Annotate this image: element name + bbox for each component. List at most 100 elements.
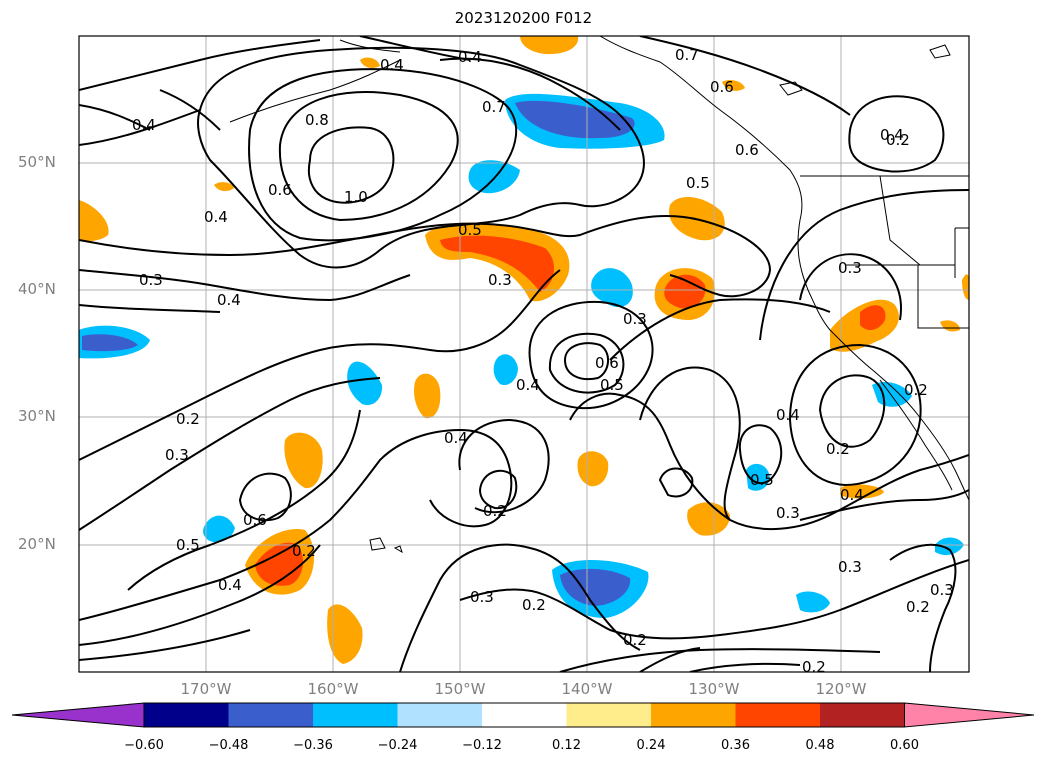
contour-label: 0.3: [165, 446, 189, 464]
contour-label: 0.7: [482, 98, 506, 116]
contour-label: 0.5: [750, 471, 774, 489]
contour-label: 0.5: [600, 376, 624, 394]
contour-label: 0.3: [470, 588, 494, 606]
colorbar-segment: [397, 703, 482, 727]
positive-anomaly-blob: [255, 542, 304, 586]
lon-label: 120°W: [815, 680, 867, 698]
contour-label-group: 0.4 0.7 0.6 0.8 0.4 0.7 0.6 0.5 1.0 0.6 …: [132, 46, 954, 676]
contour-label: 0.4: [840, 486, 864, 504]
colorbar-tick-label: −0.24: [377, 738, 418, 753]
negative-anomaly-blob: [493, 354, 518, 386]
contour-line: [559, 648, 881, 672]
colorbar-extend-high: [904, 702, 1035, 728]
contour-line: [848, 95, 945, 173]
contour-label: 0.4: [776, 406, 800, 424]
contour-label: 0.4: [204, 208, 228, 226]
contour-label: 0.4: [217, 291, 241, 309]
colorbar-segment: [228, 703, 313, 727]
contour-label: 0.2: [886, 131, 910, 149]
contour-line: [439, 57, 621, 131]
negative-anomaly-blob: [872, 382, 912, 407]
contour-label: 0.4: [380, 56, 404, 74]
contour-line: [79, 377, 381, 531]
contour-line: [639, 36, 851, 116]
contour-line: [248, 68, 518, 242]
positive-anomaly-blob: [577, 451, 609, 487]
island: [393, 545, 403, 554]
island-chain: [339, 39, 401, 53]
positive-anomaly-blob: [327, 604, 363, 664]
contour-label: 0.2: [292, 542, 316, 560]
colorbar-tick-label: −0.12: [462, 738, 502, 753]
contour-line: [79, 215, 772, 298]
contour-line: [528, 300, 654, 410]
positive-anomaly-blob: [687, 502, 730, 536]
contour-label: 0.6: [268, 181, 292, 199]
shaded-anomalies: [79, 36, 969, 664]
lon-label: 160°W: [307, 680, 359, 698]
lat-label: 50°N: [18, 153, 56, 171]
contour-label: 0.4: [516, 376, 540, 394]
negative-anomaly-blob: [203, 515, 235, 543]
contour-line: [639, 366, 741, 521]
contour-line: [548, 332, 625, 394]
contour-line: [79, 304, 221, 313]
negative-anomaly-blob: [560, 568, 631, 606]
lon-label: 140°W: [561, 680, 613, 698]
colorbar-segment: [651, 703, 736, 727]
contour-line: [563, 342, 609, 380]
colorbar-segment: [144, 703, 229, 727]
positive-anomaly-blob: [664, 274, 706, 309]
contour-line: [159, 89, 221, 131]
contour-line: [458, 418, 550, 514]
contour-line: [889, 543, 957, 672]
contour-label: 0.2: [176, 410, 200, 428]
contour-line: [278, 91, 459, 222]
contour-line: [759, 189, 969, 341]
positive-anomaly-blob: [284, 432, 323, 489]
contour-line: [459, 559, 969, 640]
positive-anomaly-blob: [962, 274, 969, 300]
contour-line: [689, 662, 801, 672]
positive-anomaly-blob: [79, 200, 109, 242]
lon-label: 150°W: [434, 680, 486, 698]
contour-label: 0.2: [623, 631, 647, 649]
contour-label: 0.3: [623, 310, 647, 328]
contour-line: [79, 629, 251, 661]
colorbar-segment: [820, 703, 905, 727]
positive-anomaly-blob: [414, 373, 441, 419]
colorbar-tick-label: −0.60: [124, 738, 164, 753]
contour-line: [307, 126, 395, 204]
lat-label: 40°N: [18, 280, 56, 298]
contour-label: 0.3: [838, 259, 862, 277]
negative-anomaly-blob: [746, 463, 770, 491]
colorbar-segment: [566, 703, 651, 727]
map-plot-area: 0.4 0.7 0.6 0.8 0.4 0.7 0.6 0.5 1.0 0.6 …: [79, 36, 969, 676]
positive-anomaly-blob: [860, 305, 886, 331]
contour-line: [569, 392, 969, 530]
colorbar-tick-label: 0.60: [890, 738, 919, 753]
contour-line: [359, 36, 471, 61]
contour-lines: [79, 36, 969, 672]
lon-label: 170°W: [180, 680, 232, 698]
colorbar-tick-label: 0.48: [805, 738, 835, 753]
contour-line: [738, 424, 783, 485]
lat-label: 30°N: [18, 407, 56, 425]
plot-frame: [78, 35, 970, 673]
contour-label: 1.0: [344, 188, 368, 206]
contour-label: 0.4: [218, 576, 242, 594]
positive-anomaly-blob: [840, 484, 884, 499]
contour-label: 0.2: [802, 658, 826, 676]
contour-label: 0.7: [675, 46, 699, 64]
contour-label: 0.2: [483, 502, 507, 520]
contour-label: 0.2: [826, 440, 850, 458]
negative-anomaly-blob: [935, 537, 964, 556]
contour-line: [799, 253, 902, 321]
border-line: [954, 227, 969, 278]
contour-label: 0.4: [458, 48, 482, 66]
lon-label: 130°W: [688, 680, 740, 698]
island: [929, 44, 951, 59]
contour-line: [127, 409, 361, 591]
colorbar-segment: [735, 703, 820, 727]
positive-anomaly-blob: [440, 235, 555, 292]
